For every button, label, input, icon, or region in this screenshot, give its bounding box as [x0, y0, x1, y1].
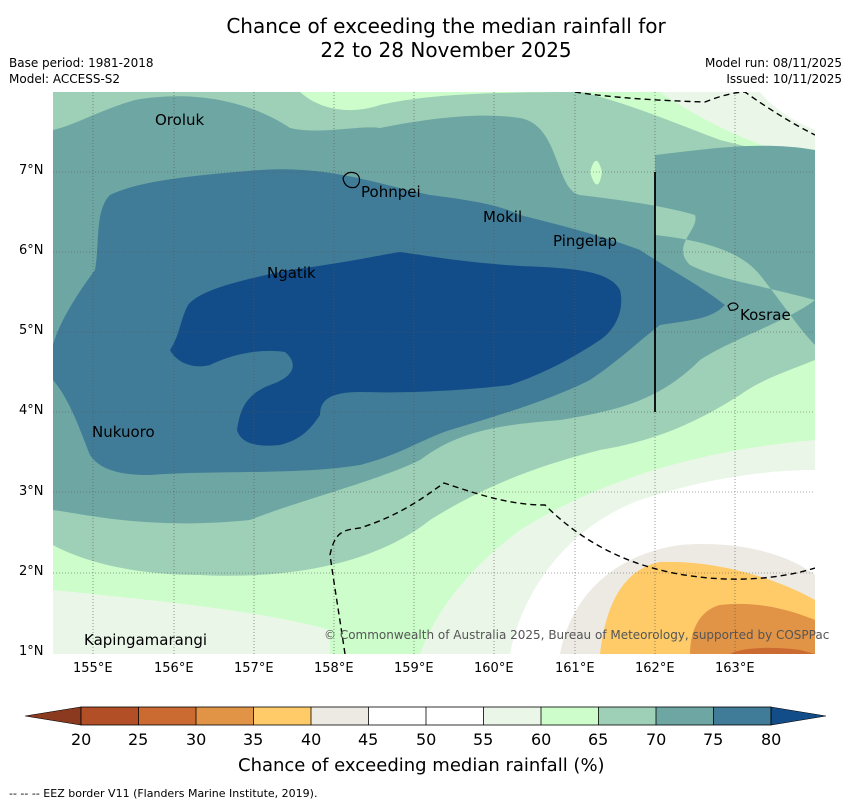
- zone-25-30: [730, 647, 815, 654]
- kosrae-island-shape: [727, 302, 739, 311]
- colorbar-65-70: [598, 707, 656, 725]
- colorbar-tick-65: 65: [588, 730, 609, 749]
- lon-tick-157e: 157°E: [234, 661, 274, 676]
- zone-45-55-north: [760, 92, 815, 130]
- colorbar-45-50: [368, 707, 426, 725]
- colorbar-tick-35: 35: [243, 730, 264, 749]
- lon-tick-162e: 162°E: [635, 661, 675, 676]
- lat-tick-1n: 1°N: [19, 644, 44, 659]
- lon-tick-156e: 156°E: [154, 661, 194, 676]
- colorbar-30-35: [196, 707, 254, 725]
- model-name: Model: ACCESS-S2: [9, 72, 121, 86]
- zone-55-60-northeast: [660, 92, 815, 160]
- lat-tick-5n: 5°N: [19, 323, 44, 338]
- eez-footnote: -- -- -- EEZ border V11 (Flanders Marine…: [9, 787, 318, 800]
- place-kosrae: Kosrae: [740, 306, 791, 324]
- colorbar-below-20: [24, 706, 82, 726]
- title-line-1: Chance of exceeding the median rainfall …: [226, 14, 666, 38]
- lon-tick-161e: 161°E: [555, 661, 595, 676]
- colorbar-tick-45: 45: [358, 730, 379, 749]
- colorbar-55-60: [483, 707, 541, 725]
- zone-55-60-southwest: [53, 590, 330, 654]
- colorbar: [24, 706, 827, 726]
- zone-above-80: [170, 252, 622, 446]
- lat-tick-2n: 2°N: [19, 564, 44, 579]
- colorbar-40-45: [311, 707, 369, 725]
- colorbar-tick-75: 75: [703, 730, 724, 749]
- place-pohnpei: Pohnpei: [361, 183, 421, 201]
- zone-30-35: [690, 603, 815, 654]
- colorbar-dividers: [138, 707, 714, 725]
- colorbar-tick-25: 25: [128, 730, 149, 749]
- zone-60-65-patch: [590, 160, 602, 185]
- lon-tick-163e: 163°E: [715, 661, 755, 676]
- place-ngatik: Ngatik: [267, 264, 316, 282]
- pohnpei-island-shape: [342, 171, 361, 189]
- place-mokil: Mokil: [483, 208, 523, 226]
- lat-tick-3n: 3°N: [19, 484, 44, 499]
- base-period: Base period: 1981-2018: [9, 56, 154, 70]
- title-line-2: 22 to 28 November 2025: [320, 38, 572, 62]
- map-plot-area: [53, 92, 815, 654]
- copyright-credit: © Commonwealth of Australia 2025, Bureau…: [324, 628, 830, 642]
- map-title: Chance of exceeding the median rainfall …: [0, 14, 850, 62]
- lon-tick-160e: 160°E: [474, 661, 514, 676]
- map-gridlines: [53, 92, 815, 654]
- lat-tick-7n: 7°N: [19, 163, 44, 178]
- colorbar-label: Chance of exceeding median rainfall (%): [238, 755, 605, 776]
- place-nukuoro: Nukuoro: [92, 423, 155, 441]
- colorbar-50-55: [426, 707, 484, 725]
- lat-tick-4n: 4°N: [19, 403, 44, 418]
- issued-date: Issued: 10/11/2025: [726, 72, 842, 86]
- colorbar-tick-55: 55: [473, 730, 494, 749]
- colorbar-35-40: [253, 707, 311, 725]
- lon-tick-158e: 158°E: [314, 661, 354, 676]
- zone-60-65-east: [785, 383, 815, 420]
- colorbar-above-80: [770, 706, 827, 726]
- colorbar-tick-50: 50: [416, 730, 437, 749]
- place-oroluk: Oroluk: [155, 111, 205, 129]
- lat-tick-6n: 6°N: [19, 243, 44, 258]
- place-kapingamarangi: Kapingamarangi: [84, 631, 208, 649]
- colorbar-tick-80: 80: [761, 730, 782, 749]
- lon-tick-155e: 155°E: [73, 661, 113, 676]
- colorbar-tick-60: 60: [531, 730, 552, 749]
- eez-borders: [329, 92, 815, 654]
- colorbar-60-65: [541, 707, 599, 725]
- colorbar-tick-70: 70: [646, 730, 667, 749]
- colorbar-20-25: [81, 707, 139, 725]
- colorbar-tick-20: 20: [71, 730, 92, 749]
- place-pingelap: Pingelap: [553, 232, 618, 250]
- colorbar-75-80: [713, 707, 771, 725]
- lon-tick-159e: 159°E: [394, 661, 434, 676]
- colorbar-70-75: [656, 707, 714, 725]
- colorbar-25-30: [138, 707, 196, 725]
- colorbar-tick-40: 40: [301, 730, 322, 749]
- colorbar-tick-30: 30: [186, 730, 207, 749]
- model-run: Model run: 08/11/2025: [704, 56, 842, 70]
